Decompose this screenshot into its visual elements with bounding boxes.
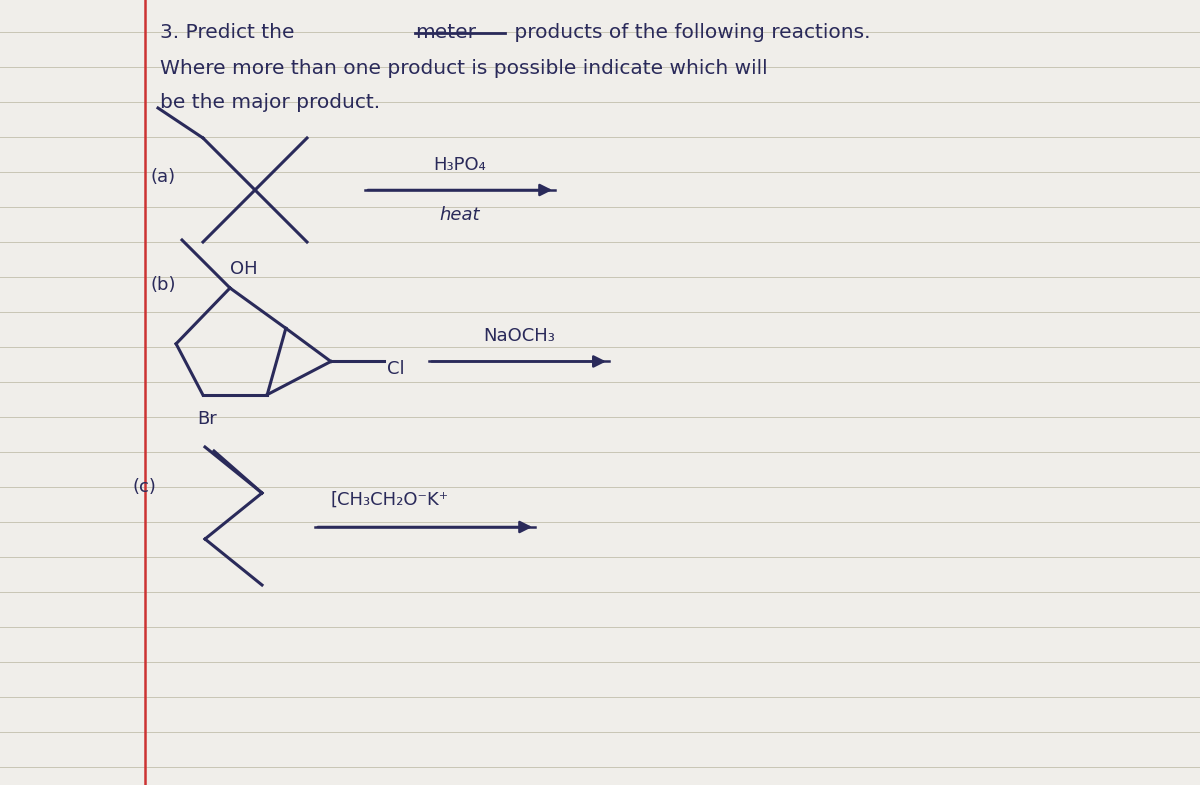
Text: H₃PO₄: H₃PO₄ xyxy=(433,156,486,174)
Text: 3. Predict the: 3. Predict the xyxy=(160,24,301,42)
Text: OH: OH xyxy=(230,260,258,278)
Text: products of the following reactions.: products of the following reactions. xyxy=(508,24,870,42)
Text: heat: heat xyxy=(439,206,480,224)
Text: Br: Br xyxy=(197,410,217,428)
Text: (a): (a) xyxy=(150,168,175,186)
Text: [CH₃CH₂O⁻K⁺: [CH₃CH₂O⁻K⁺ xyxy=(330,491,448,509)
Text: NaOCH₃: NaOCH₃ xyxy=(482,327,554,345)
Text: Where more than one product is possible indicate which will: Where more than one product is possible … xyxy=(160,59,768,78)
Text: (c): (c) xyxy=(133,478,157,496)
Text: Cl: Cl xyxy=(386,360,404,378)
Text: (b): (b) xyxy=(150,276,175,294)
Text: meter: meter xyxy=(415,24,476,42)
Text: be the major product.: be the major product. xyxy=(160,93,380,112)
